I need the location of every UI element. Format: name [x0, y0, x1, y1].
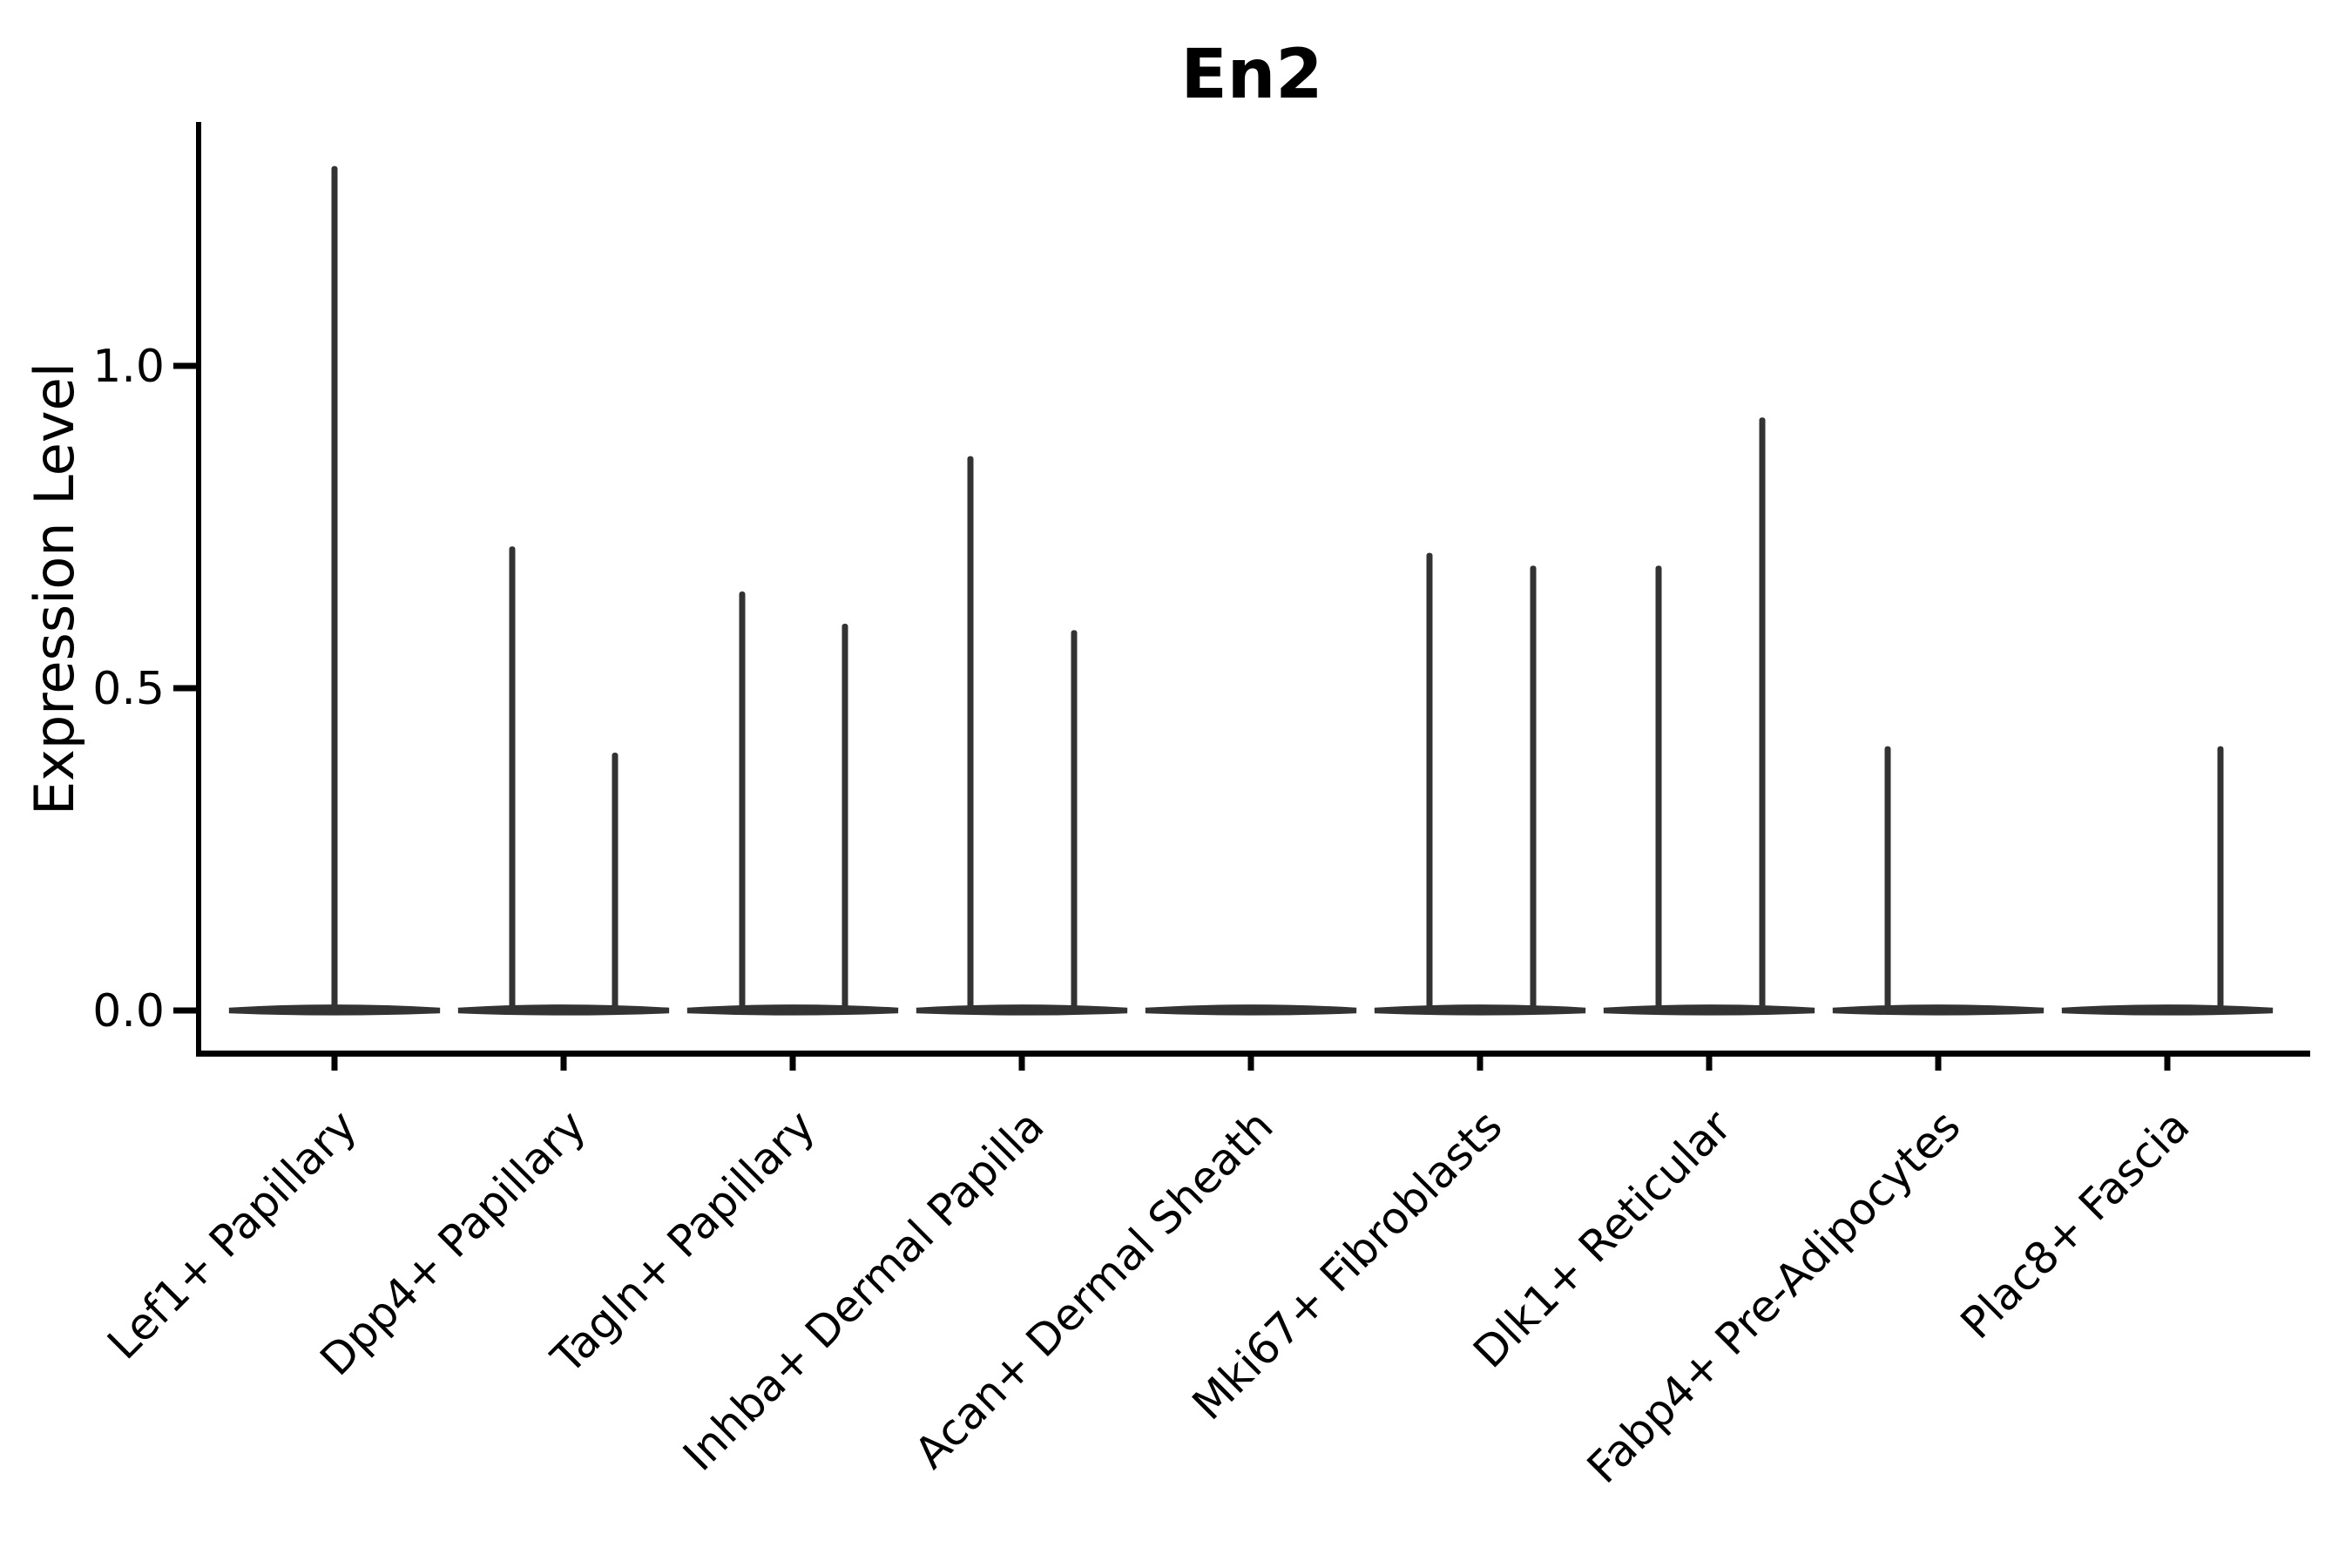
x-tick-mark [1018, 1057, 1025, 1071]
x-tick-mark [1935, 1057, 1942, 1071]
violin-base [916, 1004, 1128, 1016]
x-tick-label: Lef1+ Papillary [98, 1100, 366, 1369]
x-axis-spine [196, 1051, 2310, 1057]
violin-spike [1655, 565, 1662, 1012]
x-tick-mark [331, 1057, 338, 1071]
y-tick-mark [173, 362, 196, 369]
violin-base [457, 1004, 670, 1016]
violin-base [686, 1004, 899, 1016]
y-tick-label: 1.0 [92, 341, 165, 393]
y-tick-mark [173, 685, 196, 692]
x-tick-mark [1706, 1057, 1713, 1071]
x-tick-label: Plac8+ Fascia [1951, 1100, 2200, 1348]
violin-spike [1759, 417, 1766, 1012]
violin-fabp4-pre-adipocytes: Fabp4+ Pre-Adipocytes [1578, 746, 2044, 1493]
violin-base [2061, 1004, 2274, 1016]
violin-spike [1426, 552, 1433, 1012]
chart-title: En2 [1180, 36, 1322, 114]
violin-tagln-papillary: Tagln+ Papillary [541, 591, 899, 1384]
violin-base [1374, 1004, 1586, 1016]
violin-base [1832, 1004, 2044, 1016]
violin-spike [841, 624, 848, 1012]
violin-spike [1884, 746, 1891, 1012]
y-tick-label: 0.5 [92, 663, 165, 715]
x-tick-label: Fabp4+ Pre-Adipocytes [1578, 1100, 1970, 1493]
violin-base [1145, 1004, 1357, 1016]
y-axis-spine [196, 122, 201, 1057]
x-tick-mark [560, 1057, 567, 1071]
violin-spike [331, 166, 338, 1013]
y-axis-label: Expression Level [23, 362, 86, 815]
violin-acan-dermal-sheath: Acan+ Dermal Sheath [905, 1004, 1357, 1478]
violin-spike [1530, 565, 1537, 1012]
y-tick-mark [173, 1007, 196, 1014]
violin-spike [739, 591, 746, 1012]
violin-plac8-fascia: Plac8+ Fascia [1951, 746, 2274, 1348]
x-tick-mark [2164, 1057, 2171, 1071]
x-tick-mark [789, 1057, 796, 1071]
x-tick-mark [1477, 1057, 1484, 1071]
violin-dlk1-reticular: Dlk1+ Reticular [1463, 417, 1815, 1378]
violin-spike [612, 753, 618, 1012]
violin-spike [2217, 746, 2224, 1012]
violin-spike [1071, 630, 1078, 1012]
violin-spike [509, 546, 516, 1012]
y-tick-label: 0.0 [92, 985, 165, 1037]
violin-dpp4-papillary: Dpp4+ Papillary [311, 546, 670, 1385]
violin-base [1603, 1004, 1815, 1016]
x-tick-mark [1247, 1057, 1254, 1071]
violin-spike [967, 456, 974, 1012]
